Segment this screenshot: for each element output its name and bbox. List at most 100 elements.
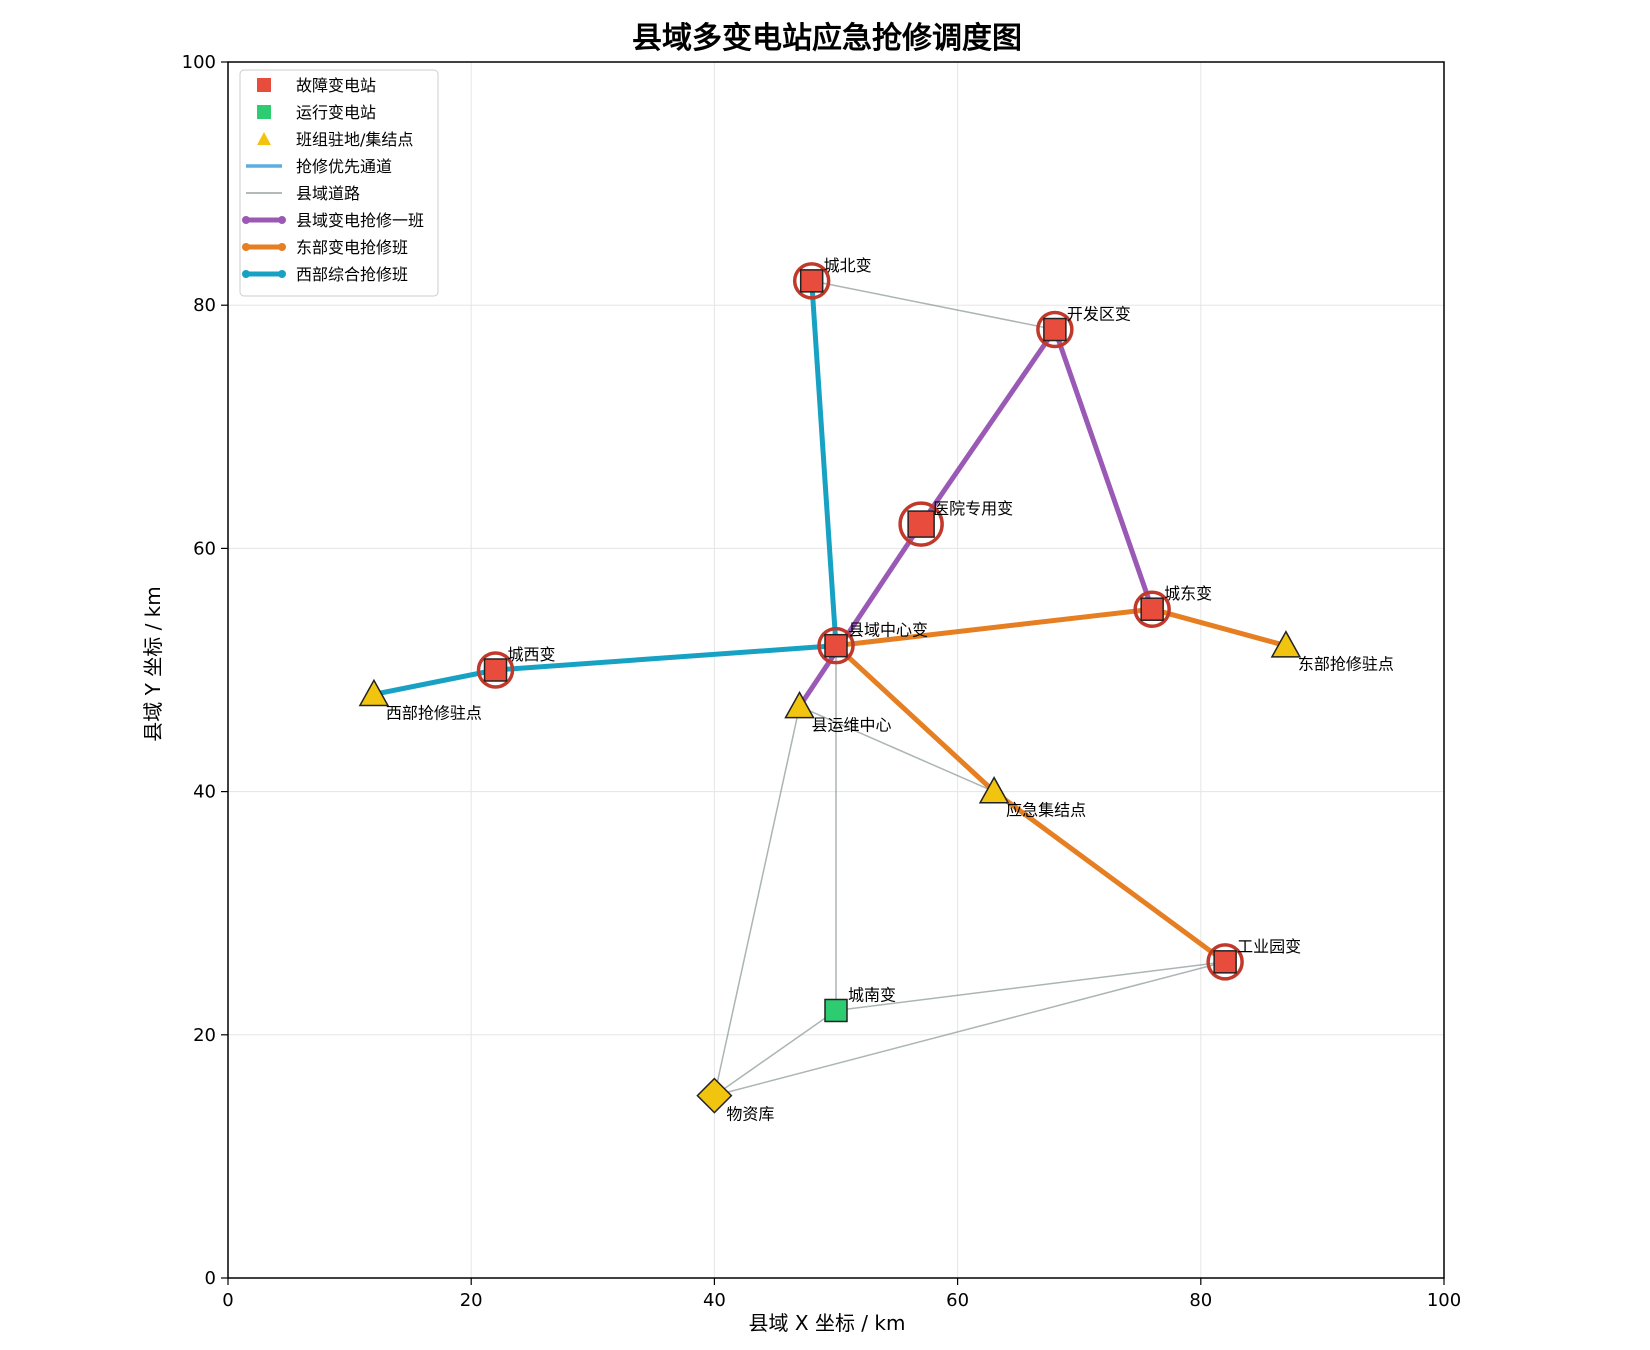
- fault-ring: [1133, 590, 1171, 628]
- x-tick-label: 20: [460, 1290, 483, 1311]
- legend-swatch: [257, 132, 271, 145]
- legend-swatch-dot: [242, 243, 250, 251]
- y-tick-label: 60: [193, 538, 216, 559]
- station-wuzi: 物资库: [696, 1077, 774, 1124]
- grid: [227, 61, 1445, 1279]
- legend-label: 县域变电抢修一班: [296, 211, 424, 230]
- station-label: 县运维中心: [812, 715, 892, 734]
- fault-station-marker: [799, 269, 824, 293]
- legend-entry: 运行变电站: [257, 103, 376, 122]
- station-dongbu: 东部抢修驻点: [1270, 630, 1394, 674]
- legend-swatch-dot: [242, 270, 250, 278]
- y-tick-label: 0: [205, 1268, 216, 1289]
- station-label: 工业园变: [1237, 937, 1301, 956]
- fault-ring: [817, 626, 855, 665]
- station-yiyuan: 医院专用变: [898, 499, 1013, 547]
- fault-station-marker: [1140, 597, 1164, 621]
- fault-ring: [1036, 310, 1074, 349]
- legend-entry: 东部变电抢修班: [242, 238, 408, 257]
- legend-box: [239, 69, 439, 297]
- station-label: 医院专用变: [933, 499, 1013, 518]
- legend-label: 县域道路: [296, 184, 360, 203]
- road-layer: [713, 280, 1226, 1097]
- fault-station-marker: [1213, 950, 1237, 974]
- station-kaifaqu: 开发区变: [1036, 305, 1131, 349]
- legend-swatch-dot: [278, 270, 286, 278]
- station-label: 应急集结点: [1006, 801, 1086, 820]
- legend-swatch: [257, 78, 271, 92]
- legend-swatch-dot: [242, 216, 250, 224]
- station-label: 物资库: [726, 1105, 774, 1124]
- chart-title: 县域多变电站应急抢修调度图: [632, 21, 1022, 56]
- fault-ring: [476, 651, 515, 689]
- station-chengnan: 城南变: [824, 985, 896, 1023]
- legend-label: 东部变电抢修班: [296, 238, 408, 257]
- fault-station-marker: [907, 510, 935, 538]
- station-chengbei: 城北变: [792, 256, 872, 300]
- road-segment: [713, 1009, 837, 1097]
- station-label: 城北变: [824, 256, 872, 275]
- x-axis-label: 县域 X 坐标 / km: [749, 1311, 906, 1335]
- station-label: 城东变: [1164, 584, 1212, 603]
- legend-label: 班组驻地/集结点: [296, 130, 413, 149]
- fault-station-marker: [824, 633, 848, 658]
- x-tick-label: 40: [703, 1290, 726, 1311]
- road-segment: [713, 706, 801, 1096]
- legend-entry: 故障变电站: [257, 76, 376, 95]
- y-tick-label: 100: [182, 52, 216, 73]
- legend-label: 抢修优先通道: [296, 157, 392, 176]
- axis-ticks: 0 20 40 60 80 100 0 20 40 60 80 100: [182, 52, 1462, 1311]
- fault-ring: [1206, 943, 1244, 981]
- team-base-marker: [1270, 630, 1302, 658]
- x-tick-label: 80: [1189, 1290, 1212, 1311]
- y-axis-label: 县域 Y 坐标 / km: [141, 586, 165, 741]
- legend-swatch-dot: [278, 243, 286, 251]
- station-label: 城西变: [508, 645, 556, 664]
- legend: 故障变电站运行变电站班组驻地/集结点抢修优先通道县域道路县域变电抢修一班东部变电…: [239, 69, 439, 297]
- legend-entry: 县域道路: [246, 184, 360, 203]
- depot-marker: [696, 1077, 733, 1114]
- x-tick-label: 100: [1427, 1290, 1461, 1311]
- route-line-1: [797, 327, 1155, 709]
- plot-frame: [227, 61, 1445, 1279]
- station-label: 开发区变: [1067, 305, 1131, 324]
- road-segment: [714, 961, 1226, 1097]
- station-yunwei: 县运维中心: [784, 690, 892, 734]
- legend-swatch: [257, 105, 271, 119]
- station-jijie: 应急集结点: [978, 776, 1086, 820]
- legend-label: 运行变电站: [296, 103, 376, 122]
- station-label: 县域中心变: [848, 621, 928, 640]
- station-label: 城南变: [848, 985, 896, 1004]
- road-segment: [835, 961, 1226, 1012]
- station-label: 东部抢修驻点: [1298, 655, 1394, 674]
- running-station-marker: [824, 998, 848, 1023]
- station-zhongxin: 县域中心变: [817, 621, 928, 665]
- y-tick-label: 40: [193, 782, 216, 803]
- station-chengdong: 城东变: [1133, 584, 1212, 628]
- legend-entry: 班组驻地/集结点: [257, 130, 413, 149]
- fault-station-marker: [1043, 317, 1067, 342]
- station-label: 西部抢修驻点: [386, 703, 482, 722]
- station-xibu: 西部抢修驻点: [358, 678, 482, 722]
- route-line-3: [371, 278, 839, 697]
- team-base-marker: [978, 776, 1010, 804]
- legend-label: 故障变电站: [296, 76, 376, 95]
- legend-label: 西部综合抢修班: [296, 265, 408, 284]
- team-base-marker: [784, 690, 815, 719]
- road-segment: [799, 705, 995, 793]
- legend-swatch-dot: [278, 216, 286, 224]
- fault-station-marker: [483, 658, 508, 682]
- x-tick-label: 60: [946, 1290, 969, 1311]
- team-base-marker: [358, 678, 390, 707]
- fault-ring: [898, 501, 944, 547]
- station-chengxi: 城西变: [476, 645, 556, 689]
- y-tick-label: 80: [193, 295, 216, 316]
- legend-entry: 县域变电抢修一班: [242, 211, 424, 230]
- x-tick-label: 0: [222, 1290, 233, 1311]
- station-gongyeyuan: 工业园变: [1206, 937, 1301, 981]
- fault-ring: [792, 262, 831, 300]
- legend-entry: 抢修优先通道: [246, 157, 392, 176]
- road-segment: [811, 280, 1056, 331]
